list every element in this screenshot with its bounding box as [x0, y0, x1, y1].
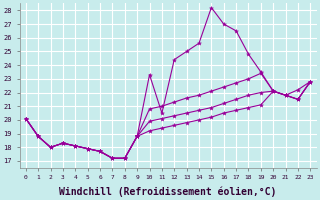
X-axis label: Windchill (Refroidissement éolien,°C): Windchill (Refroidissement éolien,°C)	[60, 186, 277, 197]
